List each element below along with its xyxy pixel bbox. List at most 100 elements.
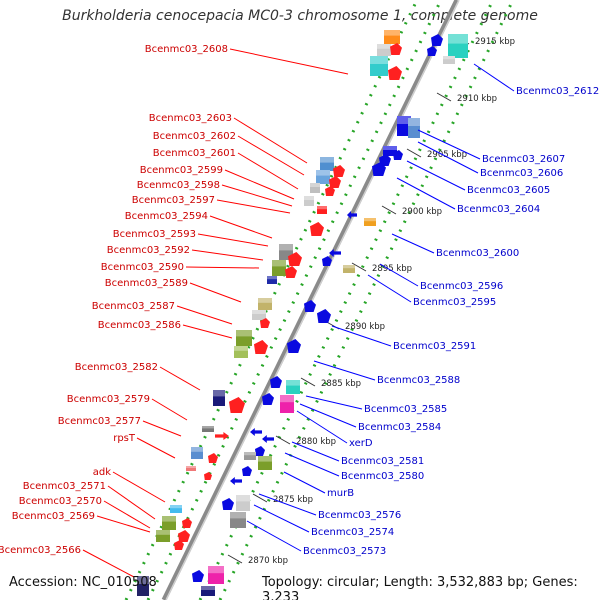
gene-block-66-body <box>244 452 256 460</box>
gene-block-41-shine <box>443 56 455 60</box>
kbp-tick-mark <box>381 205 397 215</box>
label-leader-right <box>396 177 456 210</box>
gene-block-24 <box>254 340 268 354</box>
gene-label-left: Bcenmc03_2587 <box>92 301 175 312</box>
gene-block-22 <box>236 330 252 346</box>
gene-block-65 <box>258 456 272 470</box>
gene-block-59-shine <box>280 395 294 403</box>
gene-block-16-body <box>267 276 277 284</box>
gene-label-right: Bcenmc03_2595 <box>413 297 496 308</box>
gene-block-11-shine <box>304 196 314 200</box>
gene-block-62 <box>250 428 262 436</box>
gene-block-19-shine <box>258 298 272 303</box>
gene-block-69 <box>236 495 250 511</box>
label-leader-left <box>103 500 151 529</box>
gene-label-left: Bcenmc03_2579 <box>67 394 150 405</box>
track-dots-outer-1 <box>218 0 515 600</box>
gene-block-65-shine <box>258 456 272 462</box>
gene-block-12 <box>317 206 327 214</box>
kbp-tick-mark <box>275 435 291 445</box>
gene-label-right: Bcenmc03_2584 <box>358 422 441 433</box>
label-leader-right <box>305 395 363 410</box>
gene-block-20-body <box>252 310 266 320</box>
gene-block-56 <box>317 309 331 323</box>
gene-label-left: Bcenmc03_2602 <box>153 131 236 142</box>
kbp-tick-mark <box>351 262 367 272</box>
gene-block-38 <box>174 540 184 550</box>
gene-block-51-shine <box>364 218 376 222</box>
gene-block-29 <box>191 447 203 459</box>
gene-label-right: murB <box>327 488 354 499</box>
gene-block-40-shine <box>448 34 468 44</box>
label-leader-right <box>296 410 348 444</box>
gene-block-23-body <box>234 346 248 358</box>
gene-block-70-body <box>230 512 246 528</box>
track-dots-forward <box>124 0 419 600</box>
gene-block-35-shine <box>156 530 170 535</box>
label-leader-right <box>246 520 302 552</box>
gene-label-right: Bcenmc03_2588 <box>377 375 460 386</box>
gene-label-right: Bcenmc03_2596 <box>420 281 503 292</box>
gene-block-2-shine <box>370 56 388 64</box>
gene-block-15-shine <box>272 260 286 267</box>
gene-block-19-body <box>258 298 272 310</box>
kbp-tick-label: 2890 kbp <box>345 322 385 332</box>
label-leader-left <box>209 215 273 239</box>
gene-block-64 <box>255 446 265 456</box>
kbp-tick-label: 2900 kbp <box>402 207 442 217</box>
gene-block-7-body <box>310 183 320 193</box>
gene-block-29-shine <box>191 447 203 452</box>
gene-block-34-body <box>162 516 176 530</box>
label-leader-left <box>237 152 299 190</box>
gene-block-11-body <box>304 196 314 206</box>
gene-block-44-shine <box>397 116 411 124</box>
label-leader-right <box>331 325 392 347</box>
gene-block-53-shine <box>343 265 355 269</box>
gene-block-16 <box>267 276 277 284</box>
gene-label-right: Bcenmc03_2612 <box>516 86 599 97</box>
track-dots-outer-0 <box>146 0 443 600</box>
gene-block-27-shine <box>202 426 214 429</box>
gene-label-left: Bcenmc03_2593 <box>113 229 196 240</box>
label-leader-right <box>284 452 340 477</box>
label-leader-left <box>96 515 151 533</box>
gene-block-48 <box>372 162 386 176</box>
gene-block-14-shine <box>279 244 293 251</box>
label-leader-left <box>221 184 293 207</box>
label-leader-left <box>237 135 305 176</box>
gene-label-left: Bcenmc03_2594 <box>125 211 208 222</box>
gene-label-right: Bcenmc03_2605 <box>467 185 550 196</box>
label-leader-right <box>283 471 326 494</box>
label-leader-right <box>417 129 481 160</box>
gene-block-65-body <box>258 456 272 470</box>
gene-label-left: Bcenmc03_2570 <box>19 496 102 507</box>
gene-block-41 <box>443 56 455 64</box>
label-leader-left <box>233 117 308 164</box>
gene-block-5-body <box>320 157 334 171</box>
gene-block-26 <box>229 397 245 413</box>
kbp-tick-mark <box>300 377 316 387</box>
gene-block-7 <box>310 183 320 193</box>
gene-block-20 <box>252 310 266 320</box>
gene-label-left: Bcenmc03_2598 <box>137 180 220 191</box>
gene-block-29-body <box>191 447 203 459</box>
gene-block-70 <box>230 512 246 528</box>
label-leader-left <box>197 233 269 247</box>
gene-label-left: Bcenmc03_2577 <box>58 416 141 427</box>
label-leader-left <box>151 398 188 421</box>
gene-block-59-body <box>280 395 294 413</box>
gene-block-73-body <box>201 586 215 596</box>
kbp-tick-label: 2870 kbp <box>248 556 288 566</box>
gene-block-69-shine <box>236 495 250 502</box>
gene-block-58-body <box>286 380 300 394</box>
gene-block-25-shine <box>213 390 225 397</box>
gene-block-22-shine <box>236 330 252 337</box>
gene-label-right: Bcenmc03_2585 <box>364 404 447 415</box>
chromosome-backbone <box>161 0 460 600</box>
gene-block-5-shine <box>320 157 334 163</box>
gene-label-left: Bcenmc03_2571 <box>23 481 106 492</box>
gene-block-71 <box>222 498 234 510</box>
kbp-tick-mark <box>227 554 243 564</box>
gene-block-20-shine <box>252 310 266 314</box>
